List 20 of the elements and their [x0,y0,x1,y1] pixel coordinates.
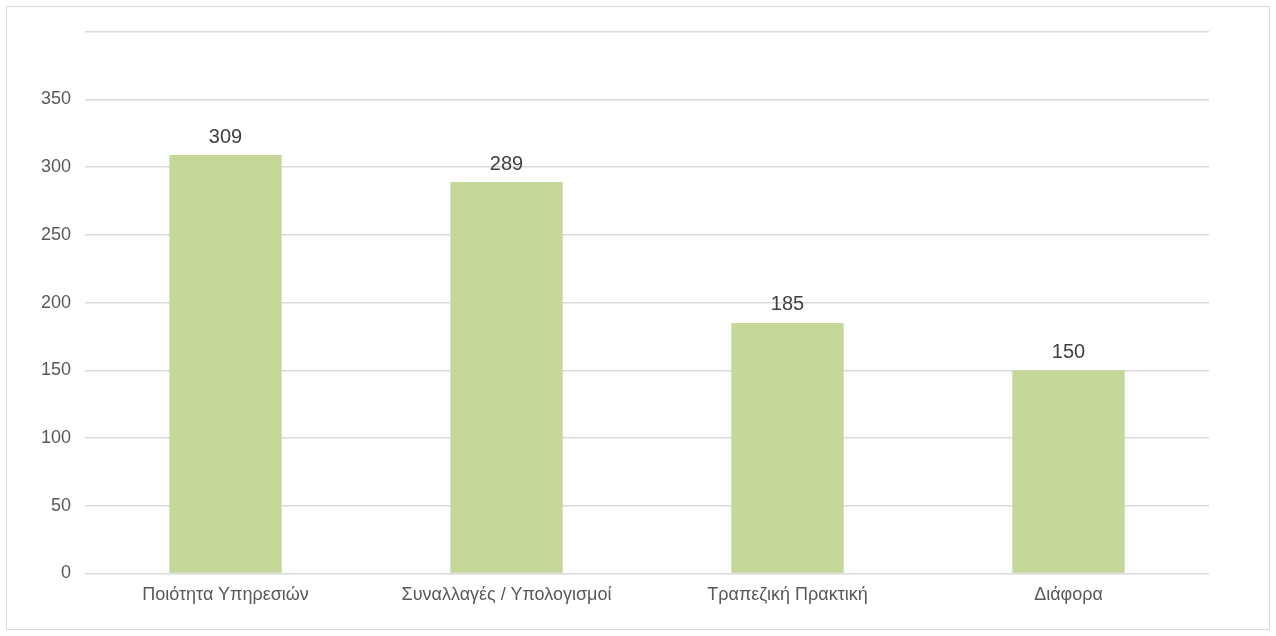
x-tick-label: Ποιότητα Υπηρεσιών [142,584,309,605]
x-tick-label: Συναλλαγές / Υπολογισμοί [401,584,612,605]
x-tick-label: Τραπεζική Πρακτική [707,584,868,605]
bar [1012,370,1125,573]
y-tick-label: 350 [40,88,72,109]
y-tick-label: 0 [61,562,72,583]
y-tick-label: 300 [40,156,72,177]
x-tick-label: Διάφορα [1034,584,1103,605]
data-label: 289 [489,151,524,174]
bar [450,182,563,573]
y-tick-label: 50 [51,494,72,515]
y-tick-label: 250 [40,223,72,244]
y-tick-label: 200 [40,291,72,312]
bar [731,322,844,573]
data-label: 150 [1051,339,1086,362]
data-label: 309 [208,124,243,147]
y-tick-label: 100 [40,426,72,447]
data-label: 185 [770,292,805,315]
bar [169,155,282,573]
y-tick-label: 150 [40,359,72,380]
